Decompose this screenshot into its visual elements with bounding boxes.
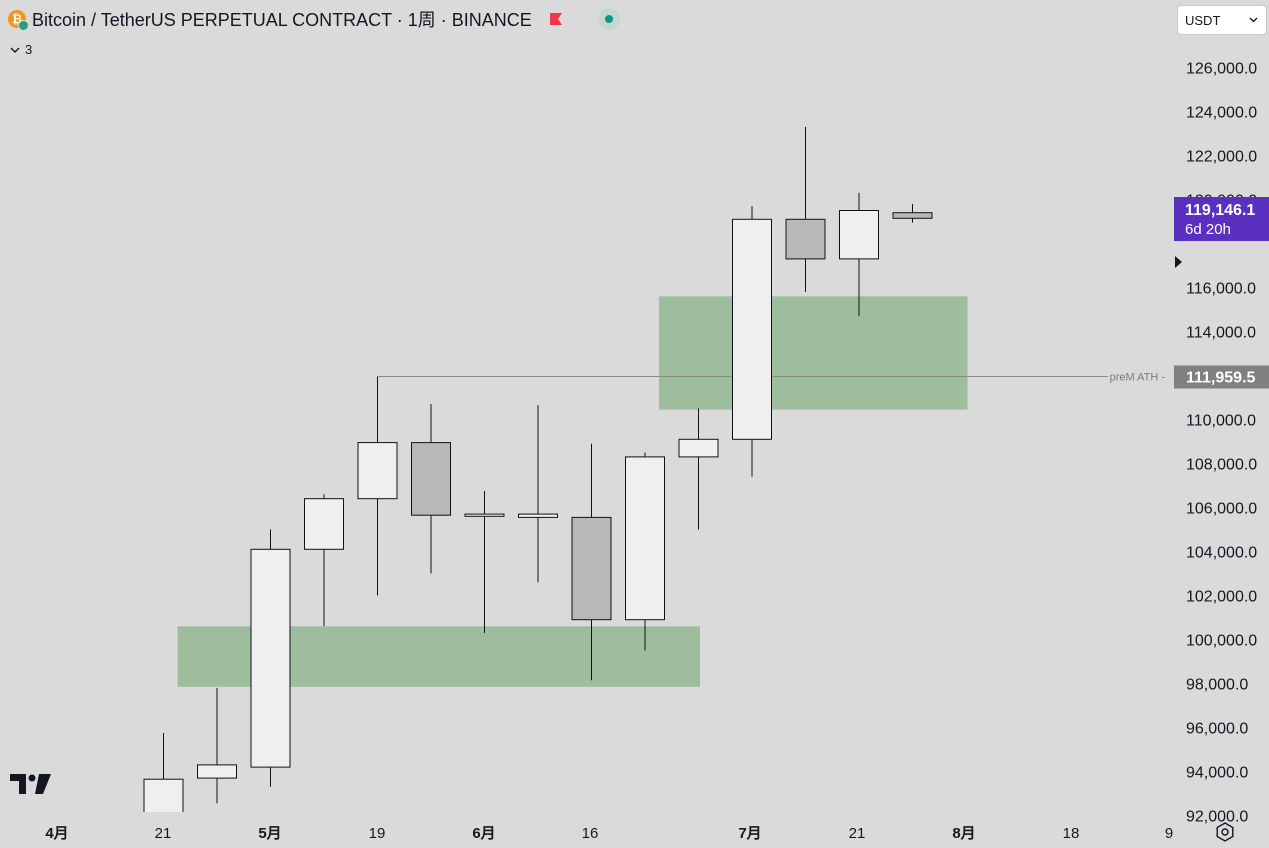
tradingview-logo-icon[interactable]: [10, 774, 52, 796]
indicator-count: 3: [25, 42, 33, 57]
x-axis-tick-label: 16: [582, 825, 599, 842]
x-axis-tick-label: 7月: [738, 825, 761, 842]
symbol-title[interactable]: Bitcoin / TetherUS PERPETUAL CONTRACT · …: [32, 10, 532, 30]
indicators-toggle[interactable]: 3: [10, 42, 32, 57]
y-axis-tick-label: 108,000.0: [1186, 457, 1257, 474]
candle[interactable]: [678, 408, 719, 530]
y-axis-tick-label: 92,000.0: [1186, 809, 1248, 826]
flag-icon[interactable]: [548, 12, 564, 26]
y-axis-tick-label: 104,000.0: [1186, 545, 1257, 562]
x-axis-tick-label: 4月: [45, 825, 68, 842]
bar-countdown-label: 6d 20h: [1185, 221, 1231, 238]
candle[interactable]: [571, 443, 612, 681]
candle[interactable]: [197, 687, 237, 804]
last-price-label: 119,146.1: [1185, 202, 1255, 219]
candle[interactable]: [304, 494, 344, 627]
demand-zone: [659, 296, 968, 410]
x-axis-tick-label: 21: [155, 825, 172, 842]
candle-body: [464, 513, 505, 517]
y-axis-tick-label: 122,000.0: [1186, 149, 1257, 166]
candle-body: [250, 548, 291, 768]
chart-header: ₿ Bitcoin / TetherUS PERPETUAL CONTRACT …: [8, 6, 620, 32]
candle-body: [197, 764, 237, 779]
ath-line-label: preM ATH -: [1110, 372, 1166, 384]
ath-price-label: 111,959.5: [1186, 370, 1256, 387]
y-axis-tick-label: 106,000.0: [1186, 501, 1257, 518]
candle-body: [357, 442, 398, 500]
x-axis-tick-label: 18: [1063, 825, 1080, 842]
candle-body: [625, 456, 665, 621]
candle-body: [678, 438, 719, 458]
candle-body: [143, 778, 184, 812]
candle[interactable]: [357, 376, 398, 596]
x-axis-tick-label: 9: [1165, 825, 1173, 842]
candle-body: [732, 218, 772, 440]
candle-body: [785, 218, 826, 260]
candle[interactable]: [839, 192, 879, 317]
candle-body: [892, 212, 933, 219]
y-axis-tick-label: 98,000.0: [1186, 677, 1248, 694]
market-status-icon[interactable]: [597, 8, 620, 30]
last-price-tag: [1174, 197, 1269, 241]
x-axis-tick-label: 6月: [472, 825, 495, 842]
x-axis-tick-label: 21: [849, 825, 866, 842]
candle[interactable]: [411, 404, 451, 574]
candle[interactable]: [143, 733, 184, 824]
chevron-down-icon: [10, 47, 20, 53]
y-axis-tick-label: 102,000.0: [1186, 589, 1257, 606]
candle-body: [571, 516, 612, 621]
x-axis-tick-label: 8月: [952, 825, 975, 842]
y-axis-tick-label: 126,000.0: [1186, 61, 1257, 78]
y-axis-tick-label: 124,000.0: [1186, 105, 1257, 122]
candle[interactable]: [464, 491, 505, 633]
x-axis-tick-label: 19: [369, 825, 386, 842]
y-axis-tick-label: 96,000.0: [1186, 721, 1248, 738]
candle-body: [304, 498, 344, 550]
y-axis-tick-label: 100,000.0: [1186, 633, 1257, 650]
candle-body: [839, 210, 879, 260]
y-axis-tick-label: 116,000.0: [1186, 281, 1256, 298]
candle[interactable]: [892, 203, 933, 223]
x-axis-tick-label: 5月: [258, 825, 281, 842]
candle-body: [518, 513, 558, 518]
candle[interactable]: [785, 126, 826, 292]
y-axis-tick-label: 94,000.0: [1186, 765, 1248, 782]
bitcoin-icon: ₿: [8, 10, 29, 31]
candle[interactable]: [518, 405, 558, 583]
ath-price-tag: [1174, 365, 1269, 389]
candle[interactable]: [625, 452, 665, 651]
settings-icon[interactable]: [1214, 821, 1236, 843]
candle-body: [411, 442, 451, 516]
currency-label: USDT: [1185, 12, 1221, 28]
chevron-down-icon: [1249, 17, 1258, 23]
y-axis-tick-label: 110,000.0: [1186, 413, 1256, 430]
candle[interactable]: [732, 206, 772, 477]
scroll-to-realtime-icon[interactable]: [1175, 256, 1182, 268]
candle[interactable]: [250, 529, 291, 787]
currency-select[interactable]: USDT: [1177, 5, 1267, 35]
y-axis-tick-label: 114,000.0: [1186, 325, 1256, 342]
